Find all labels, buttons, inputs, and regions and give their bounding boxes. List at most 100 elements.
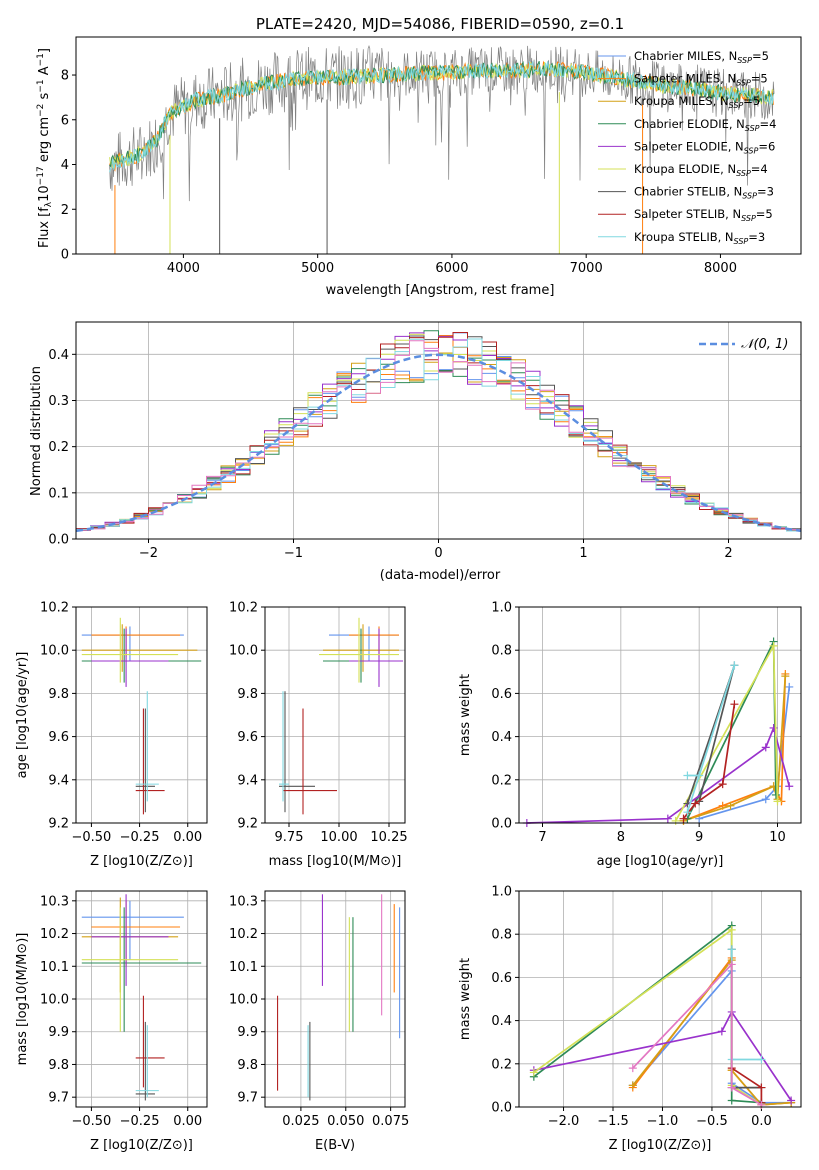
ebv-mass-panel: 0.025 0.050 0.075 9.7 9.8 9.9 10.0 10.1 10.2 10.3…: [229, 890, 409, 1153]
z-weight-panel: −2.0 −1.5 −1.0 −0.5 0.0 0.0 0.2 0.4 0.6 0.8 1.0 Z […: [458, 885, 802, 1153]
spectrum-legend-item: Salpeter MILES, NSSP=5: [598, 72, 768, 88]
weight-marker: [529, 1068, 538, 1077]
y-tick-label: 9.6: [237, 730, 258, 745]
model-spectrum: [109, 60, 774, 173]
weight-line: [682, 704, 736, 820]
model-spectrum: [109, 61, 774, 169]
x-tick-label: 10.25: [370, 830, 407, 845]
weight-marker: [757, 1055, 766, 1064]
y-tick-label: 10.2: [40, 601, 69, 616]
x-tick-label: 0.00: [173, 830, 202, 845]
x-tick-label: −1.0: [647, 1114, 679, 1129]
hist-xlabel: (data-model)/error: [380, 568, 501, 583]
x-tick-label: −2: [139, 546, 158, 561]
spectrum-panel: 4000 5000 6000 7000 8000 0 2 4 6 8 Chabrier MILES…: [36, 36, 802, 298]
weight-marker: [771, 790, 780, 799]
axes-frame: [518, 606, 802, 824]
y-tick-label: 10.3: [40, 894, 69, 909]
x-tick-label: 9: [695, 830, 703, 845]
y-tick-label: 0.4: [491, 730, 512, 745]
weight-marker: [628, 1064, 637, 1073]
weight-marker: [718, 780, 727, 789]
hist-legend: 𝒩(0, 1): [699, 337, 788, 352]
weight-marker: [663, 814, 672, 823]
y-tick-label: 10.2: [40, 927, 69, 942]
weight-marker: [628, 1081, 637, 1090]
y-tick-label: 9.7: [237, 1091, 258, 1106]
weight-marker: [727, 925, 736, 934]
age-weight-panel: 7 8 9 10 0.0 0.2 0.4 0.6 0.8 1.0 age [log10(age/yr…: [458, 601, 802, 869]
x-tick-label: −0.25: [120, 830, 160, 845]
weight-marker: [785, 682, 794, 691]
spectrum-legend-item: Salpeter ELODIE, NSSP=6: [598, 139, 775, 155]
x-tick-label: 1: [579, 546, 587, 561]
x-tick-label: −1: [284, 546, 303, 561]
y-tick-label: 0.6: [491, 971, 512, 986]
x-tick-label: 8: [617, 830, 625, 845]
weight-line: [632, 962, 762, 1106]
y-tick-label: 0.6: [491, 687, 512, 702]
spectrum-legend-label: Chabrier STELIB, NSSP=3: [634, 185, 774, 201]
model-spectrum: [109, 60, 774, 168]
weight-marker: [727, 960, 736, 969]
x-tick-label: 8000: [704, 261, 737, 276]
axes-frame: [264, 606, 406, 824]
mass-age-panel: 9.75 10.00 10.25 9.2 9.4 9.6 9.8 10.0 10.2 mass […: [229, 601, 408, 870]
y-tick-label: 0.4: [491, 1014, 512, 1029]
y-tick-label: 0.3: [48, 394, 69, 409]
weight-marker: [761, 743, 770, 752]
y-tick-label: 10.3: [229, 894, 258, 909]
x-tick-label: 0.0: [751, 1114, 772, 1129]
panel-xlabel: Z [log10(Z/Z⊙)]: [90, 1138, 193, 1153]
y-tick-label: 0.0: [491, 1101, 512, 1116]
x-tick-label: 9.75: [275, 830, 304, 845]
y-tick-label: 0.8: [491, 928, 512, 943]
y-tick-label: 6: [61, 113, 69, 128]
x-tick-label: −0.50: [71, 1114, 111, 1129]
y-tick-label: 9.4: [48, 773, 69, 788]
x-tick-label: 10.00: [320, 830, 357, 845]
x-tick-label: −0.25: [120, 1114, 160, 1129]
x-tick-label: 0.075: [372, 1114, 409, 1129]
x-tick-label: −0.5: [696, 1114, 728, 1129]
y-tick-label: 10.1: [40, 960, 69, 975]
spectrum-legend-label: Chabrier MILES, NSSP=5: [634, 49, 769, 65]
y-tick-label: 10.1: [229, 960, 258, 975]
weight-marker: [730, 700, 739, 709]
weight-marker: [727, 1083, 736, 1092]
y-tick-label: 10.2: [229, 601, 258, 616]
x-tick-label: 7: [538, 830, 546, 845]
panel-xlabel: Z [log10(Z/Z⊙)]: [609, 1138, 712, 1153]
y-tick-label: 0.4: [48, 348, 69, 363]
spectrum-xlabel: wavelength [Angstrom, rest frame]: [326, 283, 555, 298]
spectrum-legend-item: Kroupa ELODIE, NSSP=4: [598, 162, 768, 178]
y-tick-label: 2: [61, 203, 69, 218]
y-tick-label: 1.0: [491, 601, 512, 616]
spectrum-legend-item: Chabrier STELIB, NSSP=3: [598, 185, 774, 201]
axes-frame: [75, 890, 208, 1108]
y-tick-label: 0.2: [48, 440, 69, 455]
weight-marker: [683, 808, 692, 817]
y-tick-label: 9.8: [237, 687, 258, 702]
normal-curve: [75, 353, 802, 533]
weight-marker: [727, 945, 736, 954]
weight-marker: [757, 1083, 766, 1092]
spectrum-legend-label: Salpeter MILES, NSSP=5: [634, 72, 768, 88]
y-tick-label: 10.0: [40, 644, 69, 659]
weight-marker: [773, 797, 782, 806]
panel-xlabel: mass [log10(M/M⊙)]: [269, 854, 402, 869]
panel-xlabel: E(B-V): [315, 1138, 355, 1153]
svg-text:𝒩(0, 1): 𝒩(0, 1): [741, 337, 788, 352]
y-tick-label: 9.2: [48, 817, 69, 832]
spectrum-legend-label: Kroupa STELIB, NSSP=3: [634, 230, 765, 246]
axes-frame: [75, 36, 802, 255]
y-tick-label: 0.0: [48, 533, 69, 548]
spectrum-ylabel: Flux [fλ10−17 erg cm−2 s−1 A−1]: [36, 48, 54, 248]
panel-xlabel: Z [log10(Z/Z⊙)]: [90, 854, 193, 869]
x-tick-label: −0.50: [71, 830, 111, 845]
y-tick-label: 9.8: [48, 687, 69, 702]
x-tick-label: 0.025: [282, 1114, 319, 1129]
panel-xlabel: age [log10(age/yr)]: [597, 854, 724, 869]
weight-marker: [757, 1100, 766, 1109]
